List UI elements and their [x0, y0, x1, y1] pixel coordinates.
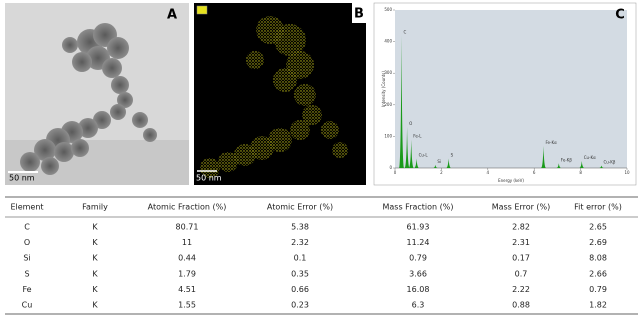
peak-label: Fe-Kβ: [561, 157, 573, 162]
table-cell: K: [92, 269, 98, 278]
panel-label: B: [354, 7, 364, 22]
peak-label: Cu-L: [419, 153, 429, 158]
peak: [598, 165, 604, 168]
eds-spectrum: C Energy (keV) Intensity (Counts) 010020…: [373, 2, 637, 186]
table-cell: O: [24, 238, 30, 247]
table-header: Atomic Error (%): [267, 203, 333, 212]
y-tick-label: 500: [384, 7, 392, 12]
table-cell: 0.17: [512, 254, 530, 263]
y-tick-label: 400: [384, 39, 392, 44]
peak: [432, 164, 438, 168]
peak-label: Cu-Kα: [584, 155, 596, 160]
x-tick-label: 6: [533, 170, 536, 175]
peak: [404, 126, 410, 168]
table-cell: 0.66: [291, 285, 309, 294]
scale-bar-label: 50 nm: [9, 174, 35, 183]
peak: [408, 139, 414, 168]
scale-bar-label: 50 nm: [196, 174, 222, 183]
table-cell: 2.66: [589, 269, 607, 278]
table-cell: 0.79: [409, 254, 427, 263]
table-cell: 0.7: [515, 269, 528, 278]
table-cell: 6.3: [412, 301, 425, 310]
table-cell: 1.82: [589, 301, 607, 310]
x-tick-label: 2: [440, 170, 443, 175]
peak-label: Fe-Kα: [545, 140, 557, 145]
table-cell: K: [92, 238, 98, 247]
table-cell: S: [24, 269, 29, 278]
table-cell: Si: [23, 254, 30, 263]
y-tick-label: 100: [384, 133, 392, 138]
table-header: Family: [82, 203, 108, 212]
table-cell: 11.24: [407, 238, 430, 247]
panel-label: C: [615, 8, 625, 23]
table-header: Mass Fraction (%): [382, 203, 453, 212]
table-cell: K: [92, 301, 98, 310]
table-cell: 2.22: [512, 285, 530, 294]
table-cell: 3.66: [409, 269, 427, 278]
y-tick-label: 200: [384, 102, 392, 107]
peak: [540, 145, 546, 168]
table-cell: 2.31: [512, 238, 530, 247]
table-header: Atomic Fraction (%): [148, 203, 227, 212]
table-cell: 0.1: [294, 254, 307, 263]
y-tick-label: 0: [389, 165, 392, 170]
table-cell: 11: [182, 238, 192, 247]
table-cell: 80.71: [176, 223, 199, 232]
tem-image: A 50 nm: [5, 3, 189, 185]
x-tick-label: 0: [394, 170, 397, 175]
table-cell: 1.55: [178, 301, 196, 310]
data-table: Element Family Atomic Fraction (%) Atomic E…: [5, 196, 638, 315]
x-axis-label: Energy (keV): [498, 178, 524, 183]
table-cell: 61.93: [407, 223, 430, 232]
table-cell: 0.79: [589, 285, 607, 294]
table-cell: 16.08: [407, 285, 430, 294]
peak: [398, 35, 404, 168]
peak-label: Cu-Kβ: [603, 159, 615, 164]
x-tick-label: 10: [624, 170, 630, 175]
table-cell: C: [24, 223, 30, 232]
y-tick-label: 300: [384, 70, 392, 75]
table-cell: 0.88: [512, 301, 530, 310]
table-cell: 2.82: [512, 223, 530, 232]
peak: [556, 163, 562, 168]
peak: [579, 161, 585, 168]
table-cell: 4.51: [178, 285, 196, 294]
table-cell: 2.69: [589, 238, 607, 247]
peak-label: C: [403, 29, 406, 34]
peak-label: Fe-L: [413, 134, 422, 139]
eds-map: B 50 nm: [194, 3, 366, 185]
table-cell: 0.44: [178, 254, 196, 263]
x-tick-label: 8: [579, 170, 582, 175]
table-cell: Cu: [22, 301, 33, 310]
table-cell: 0.35: [291, 269, 309, 278]
table-cell: 1.79: [178, 269, 196, 278]
table-header: Element: [10, 203, 43, 212]
panel-label: A: [167, 8, 177, 23]
table-cell: 8.08: [589, 254, 607, 263]
table-cell: Fe: [22, 285, 31, 294]
peak-label: S: [451, 153, 454, 158]
y-axis-label: Intensity (Counts): [381, 71, 386, 107]
table-cell: K: [92, 254, 98, 263]
peak: [446, 158, 452, 168]
table-cell: 0.23: [291, 301, 309, 310]
peak: [414, 158, 420, 168]
table-cell: 5.38: [291, 223, 309, 232]
x-tick-label: 4: [487, 170, 490, 175]
table-cell: 2.32: [291, 238, 309, 247]
table-header: Mass Error (%): [492, 203, 551, 212]
table-cell: K: [92, 223, 98, 232]
peak-label: O: [409, 121, 412, 126]
table-header: Fit error (%): [574, 203, 622, 212]
peak-label: Si: [437, 159, 441, 164]
table-cell: K: [92, 285, 98, 294]
table-cell: 2.65: [589, 223, 607, 232]
